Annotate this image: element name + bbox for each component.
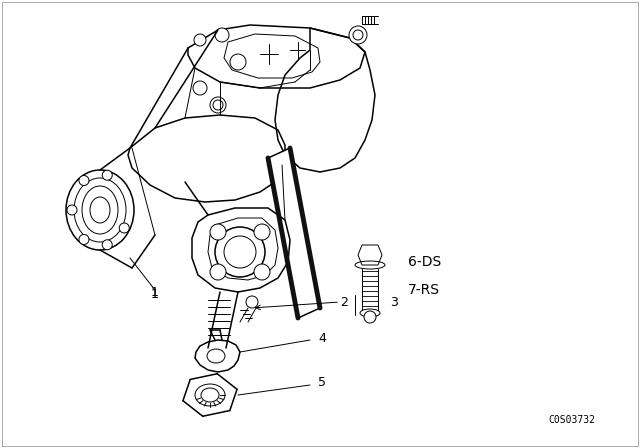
Circle shape (230, 54, 246, 70)
Text: 3: 3 (390, 296, 398, 309)
Text: 6-DS: 6-DS (408, 255, 441, 269)
Circle shape (119, 223, 129, 233)
Circle shape (193, 81, 207, 95)
Text: 1: 1 (151, 289, 159, 302)
Circle shape (246, 296, 258, 308)
Circle shape (210, 97, 226, 113)
Circle shape (215, 28, 229, 42)
Text: 4: 4 (318, 332, 326, 345)
Circle shape (79, 234, 89, 245)
Circle shape (254, 224, 270, 240)
Text: 1: 1 (151, 285, 159, 298)
Circle shape (210, 264, 226, 280)
Circle shape (194, 34, 206, 46)
Circle shape (349, 26, 367, 44)
Polygon shape (268, 148, 320, 318)
Text: 2: 2 (340, 296, 348, 309)
Circle shape (67, 205, 77, 215)
Text: 7-RS: 7-RS (408, 283, 440, 297)
Circle shape (102, 170, 112, 180)
Circle shape (364, 311, 376, 323)
Text: C0S03732: C0S03732 (548, 415, 595, 425)
Circle shape (254, 264, 270, 280)
Circle shape (79, 176, 89, 185)
Circle shape (102, 240, 112, 250)
Circle shape (210, 224, 226, 240)
Text: 5: 5 (318, 376, 326, 389)
